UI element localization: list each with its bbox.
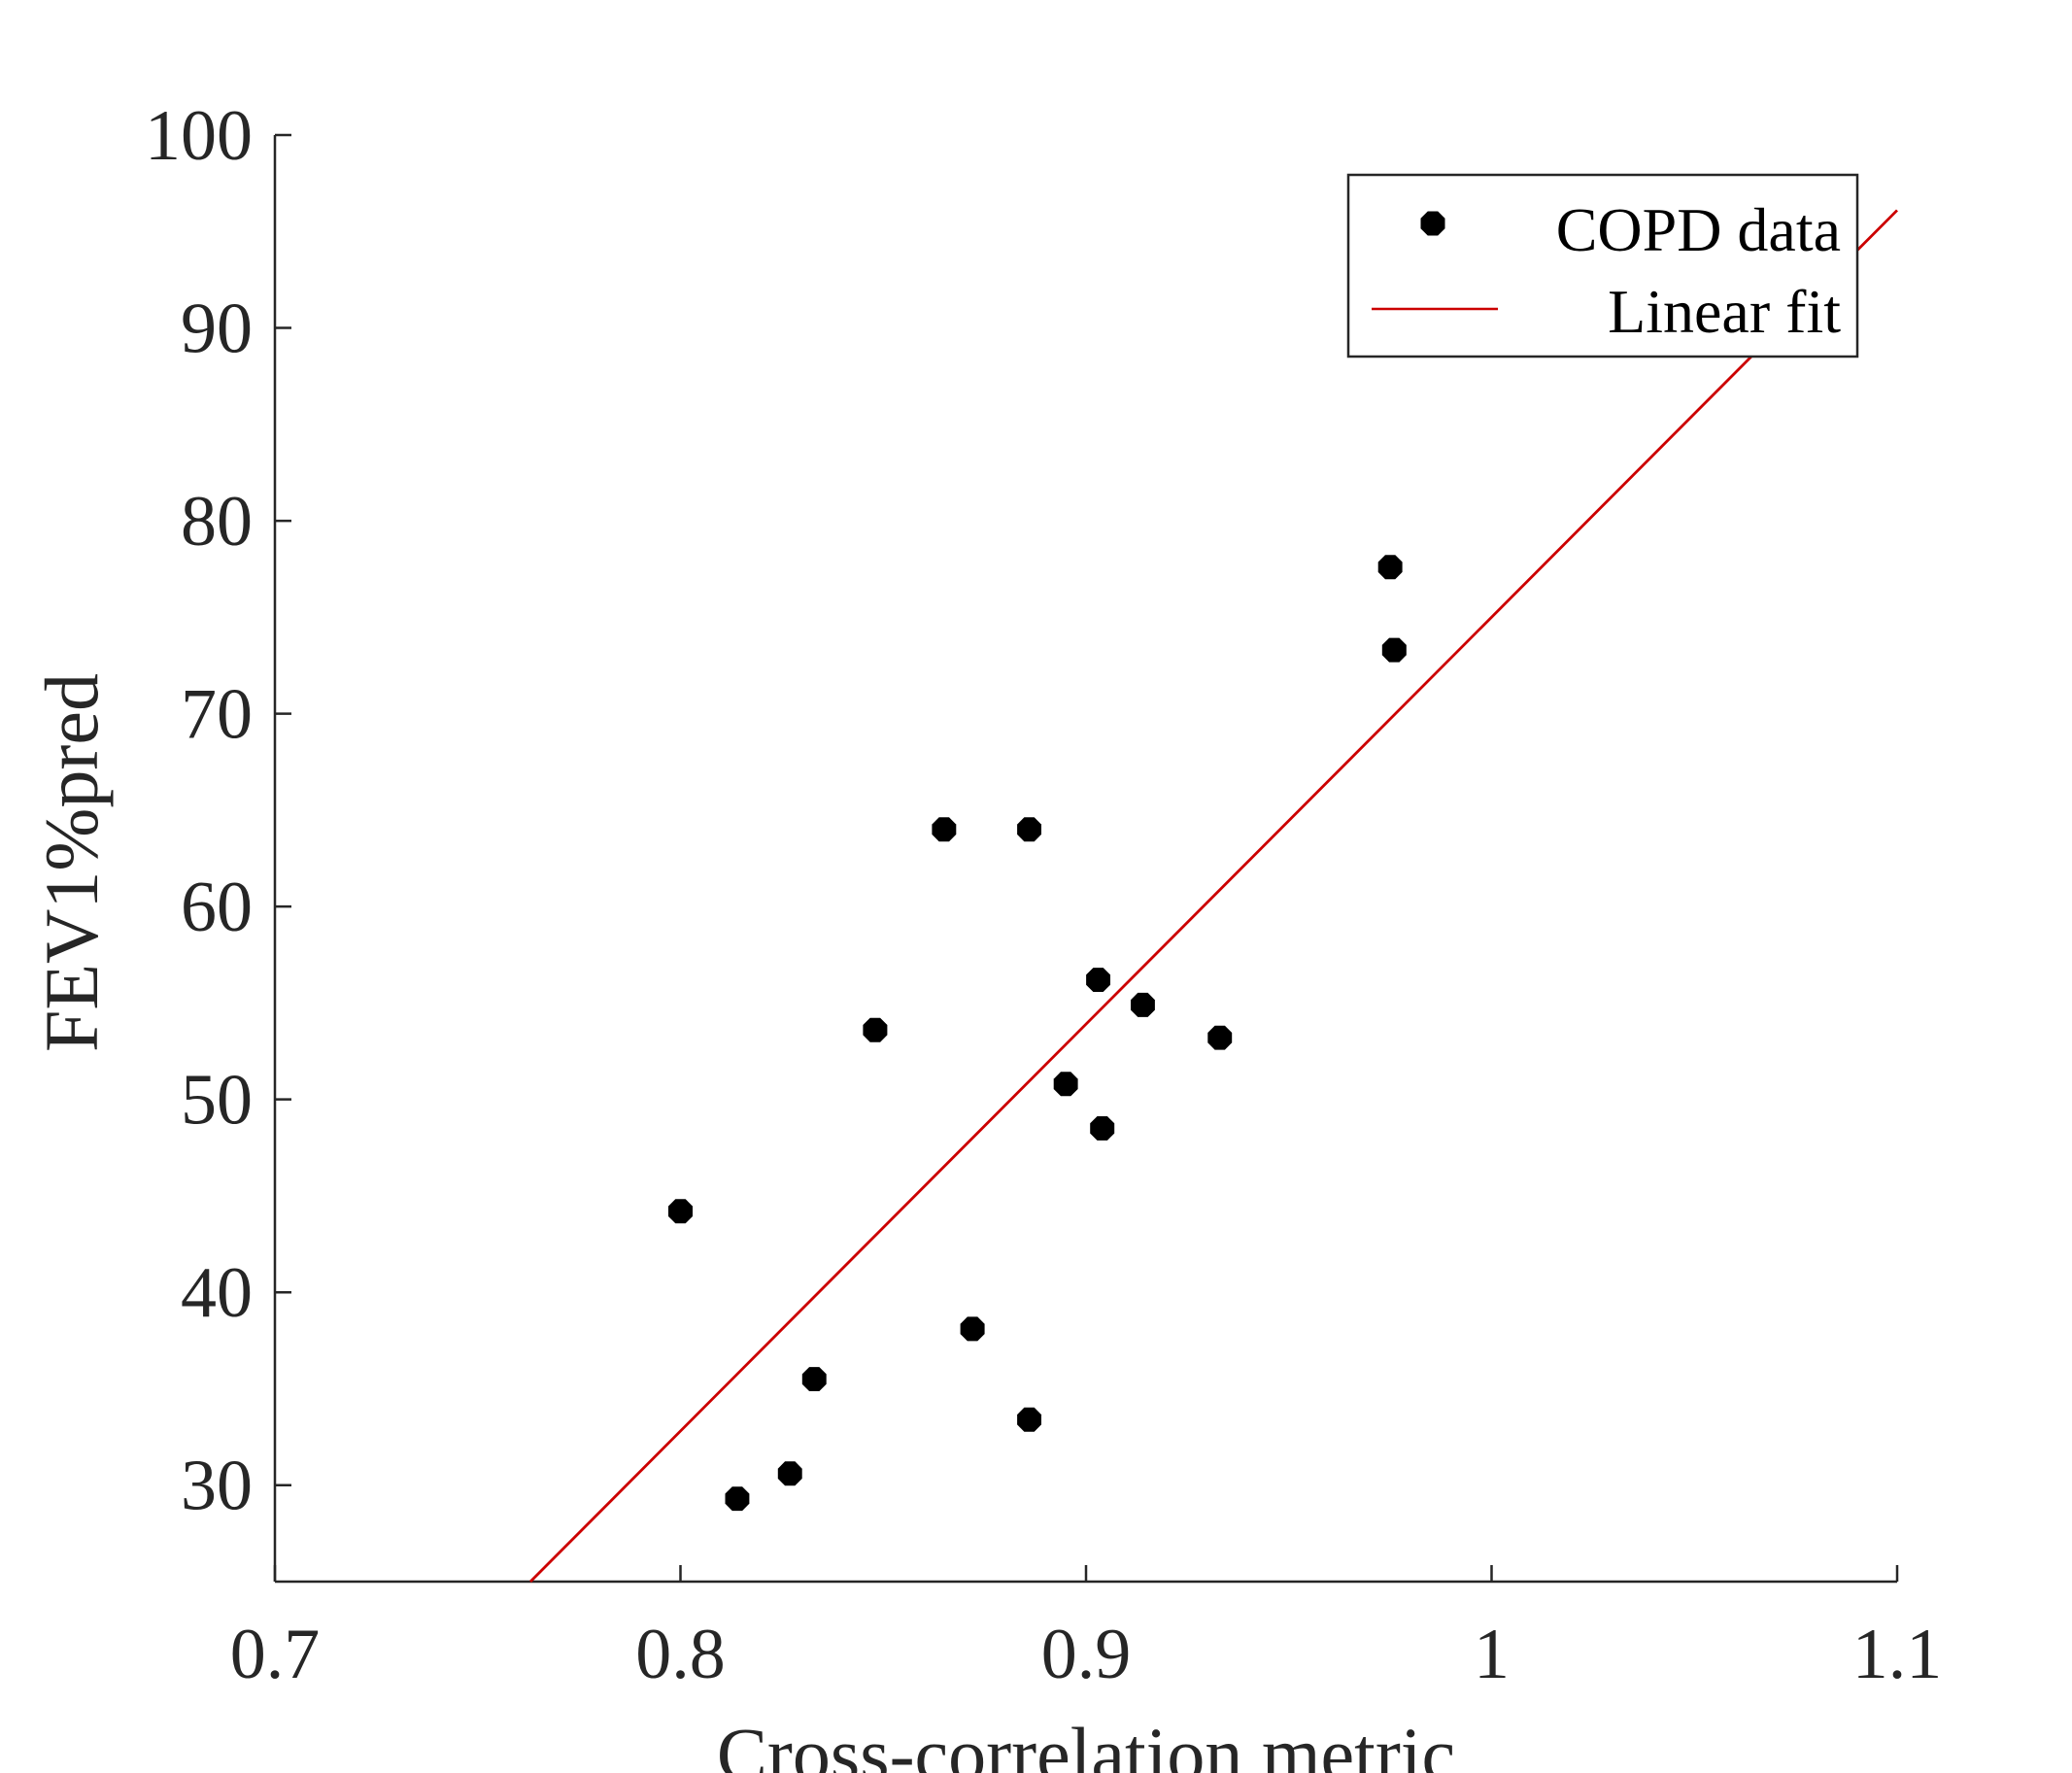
data-point (1207, 1025, 1233, 1050)
legend-label-linear-fit: Linear fit (1608, 277, 1841, 346)
x-tick-label: 0.9 (1041, 1615, 1132, 1694)
data-point (1017, 1407, 1041, 1432)
data-point (1377, 555, 1403, 580)
x-tick-label: 1.1 (1852, 1615, 1943, 1694)
plot-area (273, 133, 1899, 1584)
data-point (801, 1367, 827, 1391)
legend-box (1346, 173, 1859, 358)
x-tick-label: 0.8 (635, 1615, 726, 1694)
legend-label-copd-data: COPD data (1556, 195, 1841, 264)
data-point (1131, 992, 1155, 1017)
x-axis-title: Cross-correlation metric (717, 1712, 1455, 1773)
x-tick-label: 1 (1474, 1615, 1510, 1694)
data-point (1090, 1116, 1115, 1141)
legend: COPD data Linear fit (1346, 173, 1859, 358)
data-point (863, 1017, 888, 1042)
data-point (668, 1199, 693, 1224)
y-tick-label: 80 (181, 482, 253, 562)
y-tick-label: 60 (181, 868, 253, 947)
data-point (960, 1316, 985, 1342)
y-tick-label: 30 (181, 1447, 253, 1526)
y-tick-label: 100 (145, 96, 253, 176)
y-tick-labels: 30 40 50 60 70 80 90 100 (145, 96, 253, 1526)
y-axis-title: FEV1%pred (29, 673, 114, 1052)
y-tick-label: 50 (181, 1061, 253, 1141)
x-tick-labels: 0.7 0.8 0.9 1 1.1 (230, 1615, 1943, 1694)
y-tick-label: 90 (181, 290, 253, 369)
x-tick-label: 0.7 (230, 1615, 321, 1694)
linear-fit-line (529, 209, 1898, 1583)
data-point (725, 1486, 750, 1512)
data-point (1086, 968, 1110, 992)
data-point (1381, 637, 1407, 663)
y-tick-label: 70 (181, 675, 253, 755)
data-point (1053, 1072, 1078, 1097)
data-point (1017, 817, 1041, 842)
data-points-layer (668, 555, 1407, 1512)
legend-marker-copd-data (1420, 211, 1445, 236)
data-point (777, 1461, 802, 1486)
y-tick-label: 40 (181, 1253, 253, 1333)
data-point (932, 817, 957, 842)
axis-ticks (273, 133, 1899, 1582)
fit-line-layer (529, 209, 1898, 1583)
